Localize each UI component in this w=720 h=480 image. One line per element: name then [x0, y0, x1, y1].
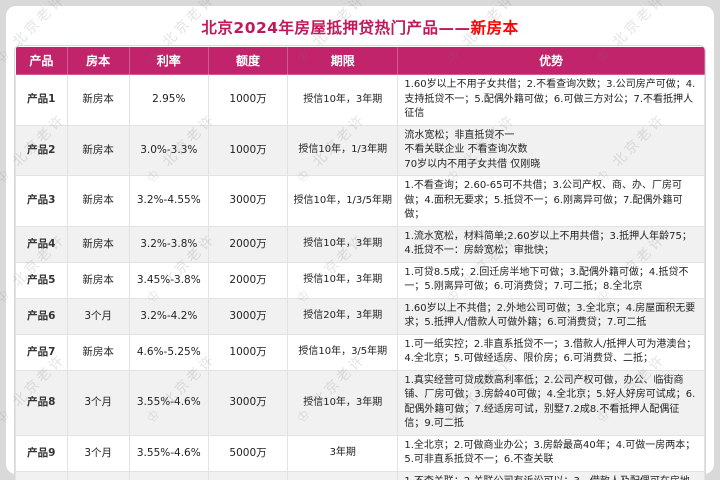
- column-header-6: 优势: [397, 46, 705, 75]
- cell-product: 产品5: [15, 261, 68, 299]
- table-row: 产品5 新房本 3.45%-3.8% 2000万 授信10年，3年期 1.可贷8.5成；2…: [15, 261, 705, 299]
- products-table: 产品 房本 利率 额度 期限 优势 产品1 新房本 2.95% 1000万 授信10年，3年期 1.…: [15, 46, 705, 480]
- cell-product: 产品6: [15, 297, 68, 335]
- cell-cert: 3个月: [66, 369, 130, 436]
- cell-advantage: 1.60岁以上不共借；2.外地公司可做；3.全北京；4.房屋面积无要求；5.抵押…: [397, 297, 705, 335]
- cell-product: 产品8: [15, 369, 68, 436]
- cell-product: 产品1: [15, 74, 68, 126]
- cell-amount: 1000万: [207, 333, 289, 371]
- cell-amount: 3000万: [207, 175, 289, 227]
- cell-term: 授信10年，3年期: [287, 369, 399, 436]
- cell-cert: 3个月: [66, 470, 130, 480]
- cell-product: 产品4: [15, 225, 68, 263]
- table-card: 北京2024年房屋抵押贷热门产品——新房本 产品 房本 利率 额度 期限 优势 产品1 新房…: [6, 6, 714, 480]
- cell-term: 授信20年，3年期: [287, 297, 399, 335]
- cell-advantage: 1.可一纸实控；2.非直系抵贷不一；3.借款人/抵押人可为港澳台；4.全北京；5…: [397, 333, 705, 371]
- cell-cert: 3个月: [66, 434, 130, 472]
- cell-rate: 3.2%-4.2%: [128, 297, 209, 335]
- cell-amount: 5000万: [207, 434, 289, 472]
- column-header-1: 产品: [15, 46, 68, 75]
- cell-amount: 3000万: [207, 369, 289, 436]
- cell-rate: 3.55%-4.6%: [128, 434, 209, 472]
- cell-cert: 新房本: [66, 175, 130, 227]
- column-header-3: 利率: [128, 46, 209, 75]
- cell-cert: 新房本: [66, 74, 130, 126]
- table-row: 产品103个月2.8%-3.45%2000万3年期1.不查关联；2.关联公司有诉…: [15, 470, 705, 480]
- cell-term: 授信10年，3年期: [287, 261, 399, 299]
- table-row: 产品3 新房本 3.2%-4.55% 3000万 授信10年，1/3/5年期 1.不看查询…: [15, 175, 705, 227]
- cell-product: 产品7: [15, 333, 68, 371]
- cell-term: 3年期: [287, 434, 399, 472]
- cell-term: 授信10年，1/3年期: [287, 124, 399, 176]
- cell-cert: 新房本: [66, 225, 130, 263]
- table-wrapper: 产品 房本 利率 额度 期限 优势 产品1 新房本 2.95% 1000万 授信10年，3年期 1.…: [14, 45, 706, 480]
- cell-cert: 新房本: [66, 333, 130, 371]
- cell-amount: 2000万: [207, 261, 289, 299]
- table-row: 产品9 3个月 3.55%-4.6% 5000万 3年期 1.全北京；2.可做商业办公；3…: [15, 434, 705, 472]
- cell-rate: 3.0%-3.3%: [128, 124, 209, 176]
- cell-term: 授信10年，1/3/5年期: [287, 175, 399, 227]
- cell-amount: 1000万: [207, 74, 289, 126]
- cell-term: 授信10年，3/5年期: [287, 333, 399, 371]
- cell-rate: 3.2%-3.8%: [128, 225, 209, 263]
- cell-advantage: 1.可贷8.5成；2.回迁房半地下可做；3.配偶外籍可做；4.抵贷不一；5.刚离…: [397, 261, 705, 299]
- cell-amount: 3000万: [207, 297, 289, 335]
- column-header-5: 期限: [287, 46, 399, 75]
- cell-advantage: 1.真实经营可贷成数高利率低；2.公司产权可做，办公、临街商铺、厂房可做；3.房…: [397, 369, 705, 436]
- cell-rate: 3.45%-3.8%: [128, 261, 209, 299]
- cell-advantage: 1.60岁以上不用子女共借；2.不看查询次数；3.公司房产可做；4.支持抵贷不一…: [397, 74, 705, 126]
- cell-cert: 3个月: [66, 297, 130, 335]
- cell-product: 产品3: [15, 175, 68, 227]
- cell-product: 产品10: [15, 470, 68, 480]
- cell-cert: 新房本: [66, 261, 130, 299]
- cell-amount: 1000万: [207, 124, 289, 176]
- page-title: 北京2024年房屋抵押贷热门产品——新房本: [14, 10, 706, 45]
- column-header-4: 额度: [207, 46, 289, 75]
- column-header-2: 房本: [66, 46, 130, 75]
- cell-rate: 2.95%: [128, 74, 209, 126]
- table-row: 产品4 新房本 3.2%-3.8% 2000万 授信10年，3年期 1.流水宽松，材料简单…: [15, 225, 705, 263]
- cell-amount: 2000万: [207, 225, 289, 263]
- cell-rate: 2.8%-3.45%: [128, 470, 209, 480]
- table-row: 产品6 3个月 3.2%-4.2% 3000万 授信20年，3年期 1.60岁以上不共借；…: [15, 297, 705, 335]
- table-row: 产品7 新房本 4.6%-5.25% 1000万 授信10年，3/5年期 1.可一纸实控；…: [15, 333, 705, 371]
- cell-advantage: 1.不看查询；2.60-65可不共借；3.公司产权、商、办、厂房可做；4.面积无…: [397, 175, 705, 227]
- cell-advantage: 1.全北京；2.可做商业办公；3.房龄最高40年；4.可做一房两本；5.可非直系…: [397, 434, 705, 472]
- cell-term: 授信10年，3年期: [287, 74, 399, 126]
- title-main: 北京2024年房屋抵押贷热门产品——: [201, 19, 471, 37]
- table-row: 产品8 3个月 3.55%-4.6% 3000万 授信10年，3年期 1.真实经营可贷成数…: [15, 369, 705, 436]
- cell-product: 产品2: [15, 124, 68, 176]
- title-highlight: 新房本: [470, 19, 519, 37]
- cell-rate: 4.6%-5.25%: [128, 333, 209, 371]
- cell-advantage: 1.流水宽松，材料简单;2.60岁以上不用共借；3.抵押人年龄75；4.抵贷不一…: [397, 225, 705, 263]
- cell-product: 产品9: [15, 434, 68, 472]
- cell-term: 授信10年，3年期: [287, 225, 399, 263]
- table-row: 产品1 新房本 2.95% 1000万 授信10年，3年期 1.60岁以上不用子女共借；2…: [15, 74, 705, 126]
- cell-amount: 2000万: [207, 470, 289, 480]
- cell-advantage: 1.不查关联；2.关联公司有诉讼可以；3、借款人及配偶可在房地产、基金、保险、投…: [397, 470, 705, 480]
- cell-rate: 3.2%-4.55%: [128, 175, 209, 227]
- cell-cert: 新房本: [66, 124, 130, 176]
- table-header-row: 产品 房本 利率 额度 期限 优势: [15, 46, 705, 75]
- table-row: 产品2 新房本 3.0%-3.3% 1000万 授信10年，1/3年期 流水宽松；非直抵贷…: [15, 124, 705, 176]
- cell-rate: 3.55%-4.6%: [128, 369, 209, 436]
- cell-advantage: 流水宽松；非直抵贷不一 不看关联企业 不看查询次数 70岁以内不用子女共借 仅刚…: [397, 124, 705, 176]
- cell-term: 3年期: [287, 470, 399, 480]
